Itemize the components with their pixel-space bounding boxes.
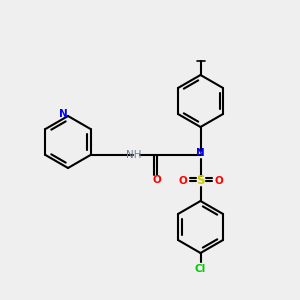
Text: O: O [152, 175, 161, 185]
Text: N: N [58, 109, 68, 119]
Text: O: O [178, 176, 187, 186]
Text: O: O [214, 176, 223, 186]
Text: Cl: Cl [195, 264, 206, 274]
Text: N: N [196, 148, 205, 158]
Text: NH: NH [126, 150, 141, 160]
Text: S: S [196, 175, 205, 188]
